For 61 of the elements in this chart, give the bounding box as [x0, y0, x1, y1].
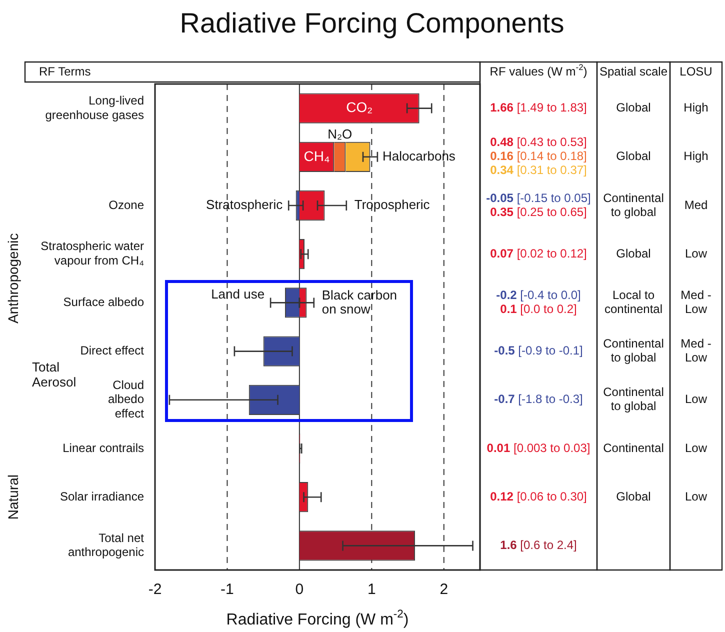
text: Natural: [4, 474, 21, 520]
text: Global: [616, 489, 651, 504]
y-tick-label: Surface albedo: [63, 295, 144, 310]
text: Global: [616, 246, 651, 260]
text: 0.12 [0.06 to 0.30]: [490, 489, 587, 504]
y-tick-label: Direct effect: [80, 344, 145, 358]
text: Anthropogenic: [4, 233, 21, 324]
y-tick-label: Total net anthropogenic: [68, 530, 145, 560]
x-tick-label: 0: [295, 581, 304, 598]
text: Low: [684, 489, 708, 504]
text: Continental: [603, 440, 664, 455]
text: Total Aerosol: [32, 360, 76, 390]
text: Continental to global: [603, 385, 664, 414]
y-tick-label: Linear contrails: [62, 440, 144, 455]
text: 0.07 [0.02 to 0.12]: [490, 246, 587, 260]
text: Low: [684, 246, 708, 260]
text: Med: [684, 198, 708, 212]
series-label: CO₂: [346, 99, 373, 116]
text: 1.6 [0.6 to 2.4]: [500, 538, 577, 552]
text: High: [684, 100, 708, 115]
text: Global: [616, 149, 651, 164]
text: Low: [684, 440, 708, 455]
y-tick-label: Long-lived greenhouse gases: [45, 93, 144, 122]
series-label: CH₄: [304, 148, 330, 164]
text: Spatial scale: [599, 64, 668, 78]
text: 1.66 [1.49 to 1.83]: [490, 100, 587, 115]
text: Continental to global: [603, 336, 664, 365]
x-tick-label: 2: [440, 581, 448, 598]
annotation: Land use: [211, 286, 265, 302]
text: RF Terms: [39, 64, 91, 78]
x-tick-label: -1: [220, 581, 234, 598]
series-label: N₂O: [328, 126, 352, 142]
text: Global: [616, 100, 651, 115]
text: 0.1 [0.0 to 0.2]: [500, 302, 577, 316]
y-tick-label: Solar irradiance: [60, 489, 144, 504]
annotation: Black carbon on snow: [322, 287, 398, 316]
text: Med - Low: [680, 336, 712, 365]
text: -0.7 [-1.8 to -0.3]: [494, 392, 583, 406]
text: 0.35 [0.25 to 0.65]: [490, 204, 587, 219]
text: -0.2 [-0.4 to 0.0]: [496, 288, 581, 302]
x-tick-label: 1: [367, 581, 376, 598]
text: 0.34 [0.31 to 0.37]: [490, 163, 587, 178]
text: High: [684, 149, 708, 164]
y-tick-label: Stratospheric water vapour from CH₄: [40, 239, 144, 268]
x-tick-label: -2: [148, 581, 162, 598]
text: LOSU: [680, 64, 712, 78]
y-tick-label: Ozone: [108, 198, 144, 212]
y-tick-label: Cloud albedo effect: [108, 378, 145, 421]
text: Low: [684, 392, 708, 406]
chart-title: Radiative Forcing Components: [180, 8, 564, 39]
text: Local to continental: [604, 288, 663, 316]
annotation: Stratospheric: [206, 197, 284, 212]
text: -0.05 [-0.15 to 0.05]: [486, 190, 591, 205]
text: -0.5 [-0.9 to -0.1]: [494, 344, 583, 358]
text: 0.48 [0.43 to 0.53]: [490, 135, 587, 150]
text: 0.01 [0.003 to 0.03]: [486, 440, 590, 455]
series-label: Halocarbons: [382, 148, 456, 164]
text: 0.16 [0.14 to 0.18]: [490, 149, 587, 164]
text: Med - Low: [680, 288, 712, 316]
text: Continental to global: [603, 190, 664, 219]
annotation: Tropospheric: [354, 197, 430, 212]
